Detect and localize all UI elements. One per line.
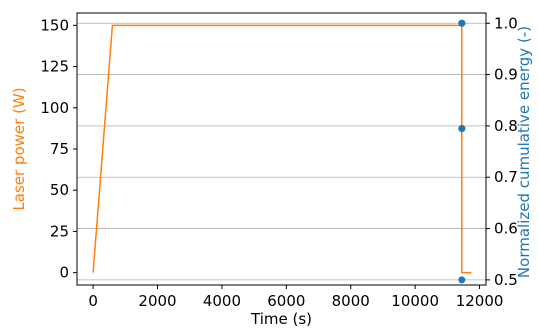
plot-frame [76,12,487,286]
y-tick-label-left: 25 [50,222,69,240]
y-tick-label-left: 50 [50,181,69,199]
y-axis-left-label: Laser power (W) [10,87,28,210]
x-axis-label: Time (s) [250,310,312,328]
y-tick-label-left: 125 [40,58,69,76]
x-tick-label: 2000 [138,292,176,310]
y-axis-left: 0 25 50 75 100 125 150 [40,16,77,282]
energy-point [458,124,466,132]
x-tick-label: 10000 [391,292,439,310]
laser-power-line [92,24,472,274]
y-tick-label-right: 0.9 [494,66,518,84]
x-tick-label: 6000 [267,292,305,310]
x-tick-label: 8000 [332,292,370,310]
x-tick-label: 12000 [456,292,504,310]
energy-point [458,19,466,27]
x-tick-label: 4000 [203,292,241,310]
y-tick-label-right: 0.8 [494,117,518,135]
y-axis-right: 0.5 0.6 0.7 0.8 0.9 1.0 [486,14,518,289]
y-tick-label-right: 0.7 [494,168,518,186]
y-tick-label-left: 75 [50,140,69,158]
grid-lines [77,22,486,281]
series-layer [92,19,472,284]
y-tick-label-right: 1.0 [494,14,518,32]
x-tick-label: 0 [88,292,98,310]
y-tick-label-left: 150 [40,16,69,34]
y-tick-label-right: 0.6 [494,220,518,238]
y-tick-label-left: 0 [59,264,69,282]
energy-point [458,276,466,284]
y-tick-label-left: 100 [40,99,69,117]
y-axis-right-label: Normalized cumulative energy (-) [515,26,533,278]
y-tick-label-right: 0.5 [494,271,518,289]
x-axis: 0 2000 4000 6000 8000 10000 12000 [88,285,503,310]
